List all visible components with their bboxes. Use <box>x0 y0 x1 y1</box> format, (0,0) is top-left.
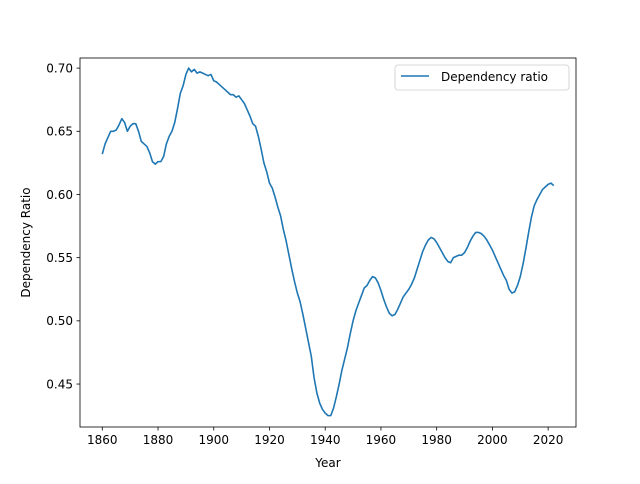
x-tick-label: 2000 <box>477 433 508 447</box>
y-tick-label: 0.60 <box>46 188 73 202</box>
x-tick-label: 1980 <box>421 433 452 447</box>
y-tick-label: 0.65 <box>46 125 73 139</box>
x-axis-label: Year <box>314 456 340 470</box>
axes-frame <box>79 57 577 428</box>
x-tick-label: 2020 <box>533 433 564 447</box>
y-axis-ticks: 0.45 0.50 0.55 0.60 0.65 0.70 <box>46 61 80 391</box>
x-tick-label: 1920 <box>254 433 285 447</box>
x-tick-label: 1880 <box>143 433 174 447</box>
y-axis-label: Dependency Ratio <box>19 187 33 297</box>
legend-box <box>394 64 570 91</box>
series-line-0 <box>101 67 555 417</box>
x-axis-ticks: 1860 1880 1900 1920 1940 1960 1980 2000 2020 <box>87 427 563 447</box>
series-layer <box>101 67 555 417</box>
x-tick-label: 1960 <box>366 433 397 447</box>
x-tick-label: 1860 <box>87 433 118 447</box>
y-tick-label: 0.70 <box>46 61 73 75</box>
legend-label: Dependency ratio <box>441 70 548 84</box>
legend: Dependency ratio <box>394 64 570 91</box>
y-tick-label: 0.55 <box>46 251 73 265</box>
x-tick-label: 1940 <box>310 433 341 447</box>
y-tick-label: 0.50 <box>46 314 73 328</box>
x-tick-label: 1900 <box>198 433 229 447</box>
y-tick-label: 0.45 <box>46 377 73 391</box>
